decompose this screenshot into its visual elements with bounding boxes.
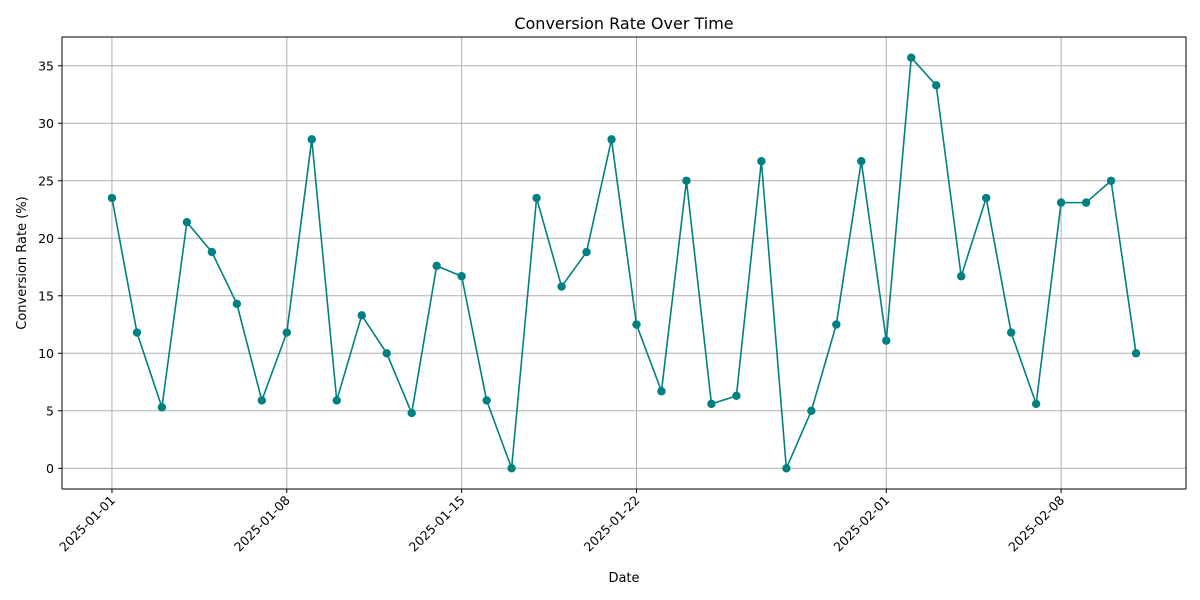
x-tick-label: 2025-01-01	[56, 493, 118, 555]
data-point	[582, 247, 591, 257]
x-tick-label: 2025-01-08	[231, 492, 293, 554]
data-point	[757, 157, 766, 166]
data-point	[832, 320, 841, 329]
y-tick-label: 25	[38, 173, 54, 188]
data-point	[357, 311, 366, 320]
series-line	[111, 55, 1137, 469]
data-point	[857, 157, 866, 166]
y-tick-label: 15	[38, 288, 54, 303]
data-point	[332, 396, 341, 405]
grid	[62, 37, 1186, 489]
x-tick-label: 2025-01-15	[406, 493, 468, 555]
data-point	[782, 464, 791, 473]
y-tick-label: 0	[46, 461, 54, 476]
data-point	[981, 193, 991, 203]
y-axis-label: Conversion Rate (%)	[15, 196, 30, 329]
y-tick-label: 20	[38, 231, 54, 246]
data-point	[882, 336, 891, 345]
data-point	[632, 320, 641, 329]
y-tick-label: 30	[38, 116, 54, 131]
data-point	[532, 193, 541, 203]
y-tick-label: 5	[46, 403, 54, 418]
x-axis: 2025-01-01 2025-01-08 2025-01-15 2025-01-22…	[56, 489, 1067, 554]
data-point	[132, 328, 142, 337]
data-point	[907, 53, 916, 62]
chart-title: Conversion Rate Over Time	[514, 14, 733, 33]
data-point	[1056, 198, 1066, 207]
data-point	[957, 272, 966, 281]
data-point	[1031, 399, 1041, 409]
data-point	[207, 247, 217, 257]
series-layer	[107, 53, 1141, 473]
y-tick-label: 35	[38, 58, 54, 73]
data-point	[732, 391, 741, 401]
data-point	[457, 272, 466, 281]
data-point	[407, 408, 416, 418]
data-point	[482, 396, 491, 405]
data-point	[1131, 349, 1141, 358]
data-point	[432, 261, 441, 271]
data-point	[707, 399, 716, 409]
data-point	[282, 328, 291, 337]
data-point	[182, 217, 192, 227]
data-point	[657, 387, 666, 396]
plot-frame	[61, 36, 1187, 490]
data-point	[257, 396, 267, 405]
x-tick-label: 2025-02-01	[830, 493, 892, 555]
data-point	[382, 349, 391, 358]
data-point	[557, 282, 566, 291]
data-point	[1081, 198, 1091, 207]
x-axis-label: Date	[608, 571, 639, 586]
y-axis: 0 5 10 15 20 25 30 35	[38, 58, 62, 476]
data-point	[1106, 176, 1116, 185]
y-tick-label: 10	[38, 346, 54, 361]
data-point	[107, 193, 117, 203]
data-point	[157, 403, 167, 412]
data-point	[1006, 328, 1016, 337]
data-point	[607, 135, 616, 144]
data-point	[932, 81, 941, 90]
x-tick-label: 2025-01-22	[581, 493, 643, 555]
data-point	[507, 464, 516, 473]
data-point	[232, 299, 242, 309]
x-tick-label: 2025-02-08	[1005, 492, 1067, 554]
data-point	[307, 135, 316, 144]
data-point	[682, 176, 691, 185]
data-point	[807, 406, 816, 415]
